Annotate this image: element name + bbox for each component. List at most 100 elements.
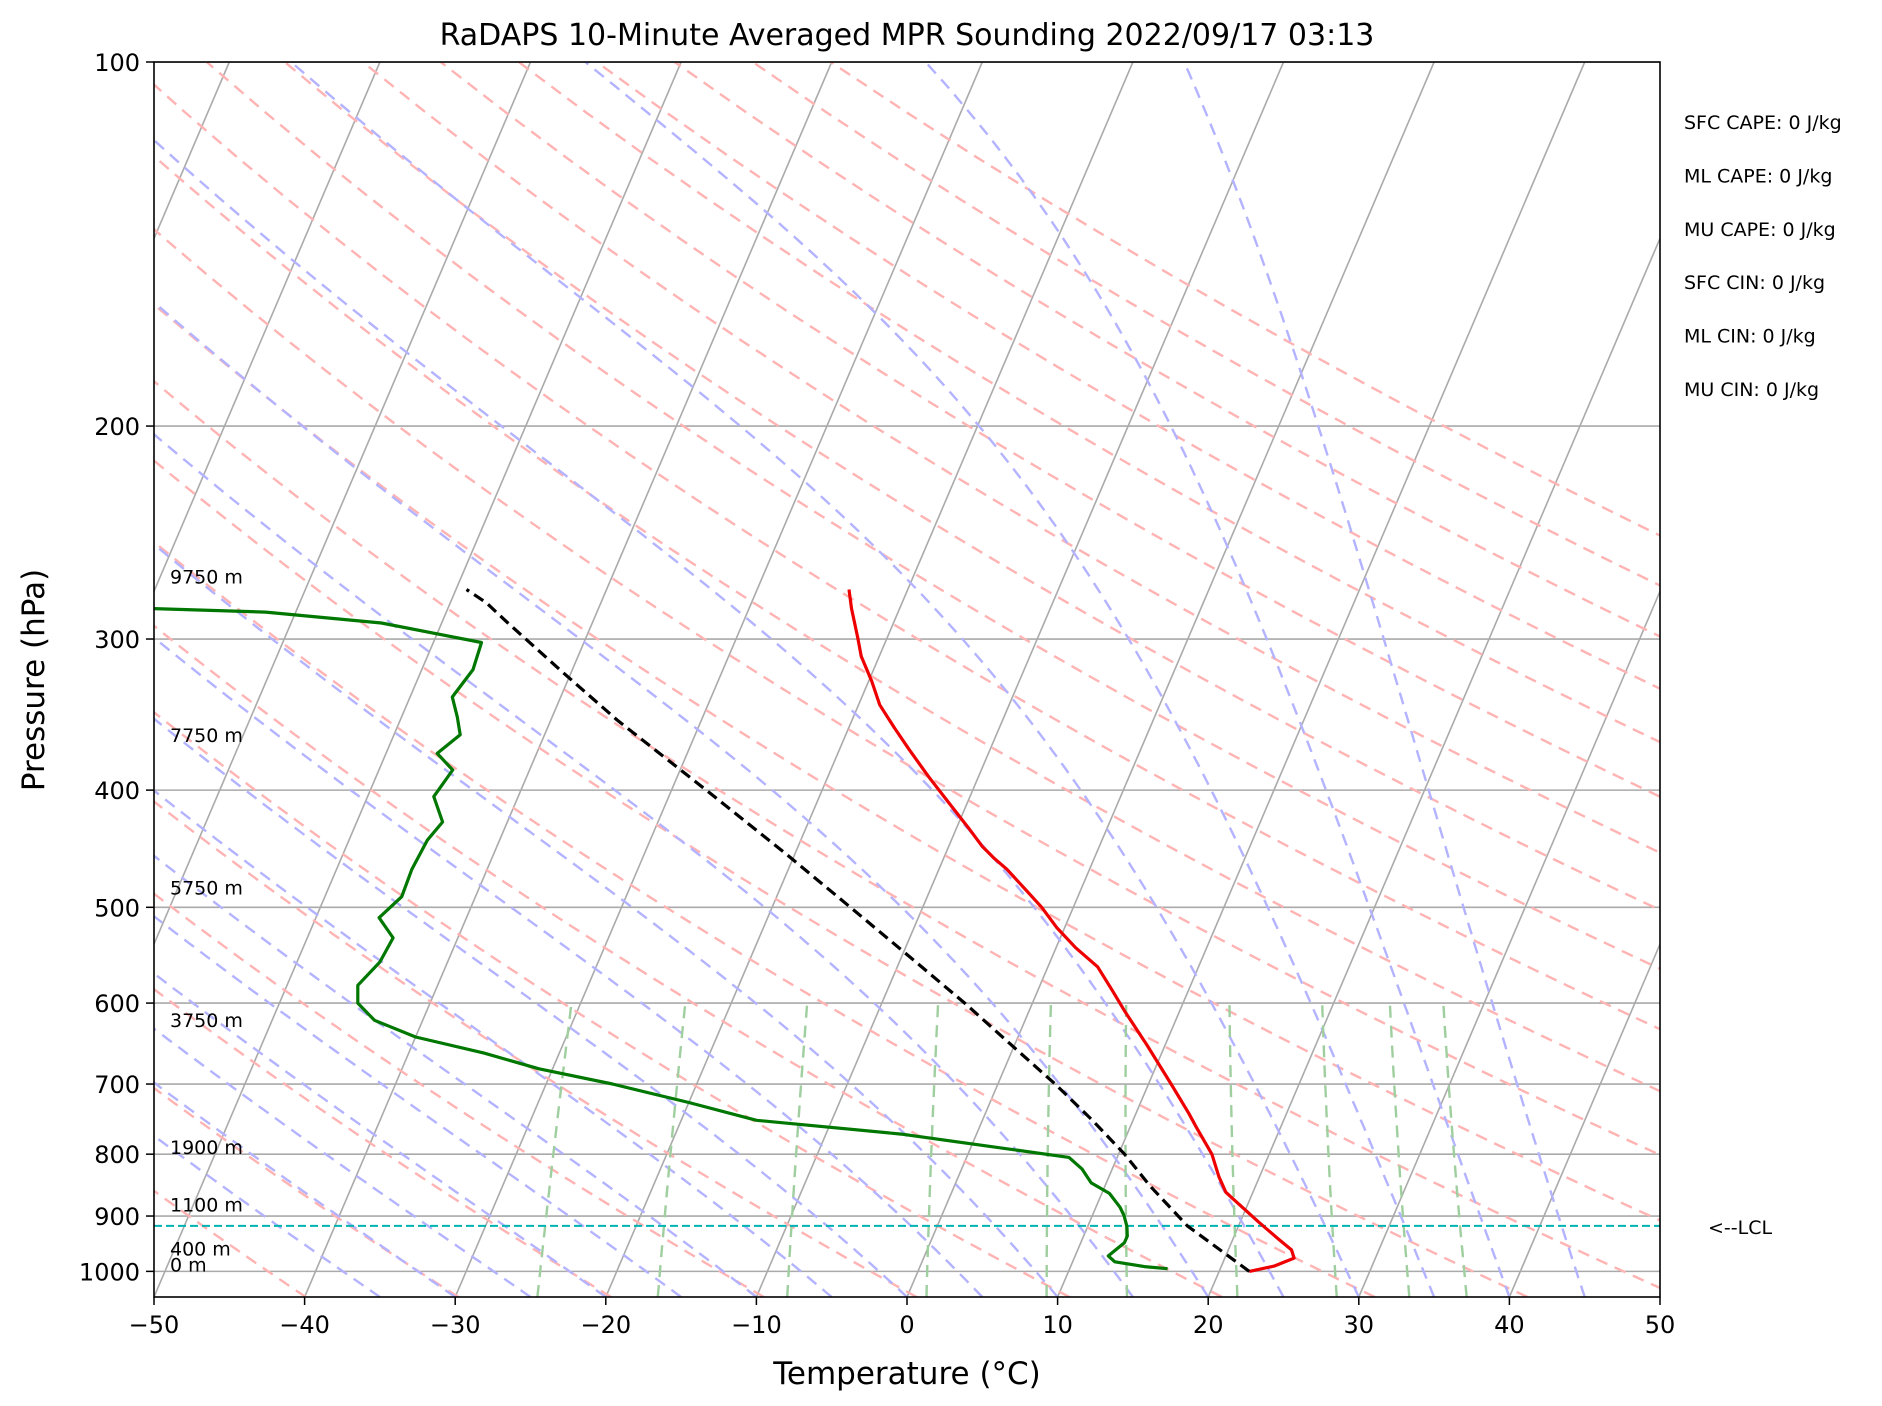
moist-adiabat-line <box>154 138 1285 1297</box>
dry-adiabat-line <box>154 624 1223 1297</box>
isotherm-line <box>303 62 833 1297</box>
x-tick-label: −40 <box>279 1311 330 1339</box>
dry-adiabat-line <box>205 62 1660 971</box>
y-axis-label: Pressure (hPa) <box>16 569 52 791</box>
moist-adiabat-line <box>154 717 908 1297</box>
isotherm-line <box>154 62 381 594</box>
stability-indices: SFC CAPE: 0 J/kg ML CAPE: 0 J/kg MU CAPE: … <box>1684 112 1842 401</box>
isotherm-line <box>1811 62 1882 1297</box>
axis-ticks: −50 −40 −30 −20 −10 0 10 20 30 40 50 100 200 300 400 50… <box>79 49 1675 1339</box>
x-tick-label: 10 <box>1042 1311 1073 1339</box>
y-tick-label: 800 <box>94 1141 140 1169</box>
dry-adiabat-line <box>154 987 612 1297</box>
mixing-ratio-line <box>1124 1003 1129 1297</box>
mixing-ratio-line <box>1045 1003 1053 1297</box>
stability-index-text: ML CAPE: 0 J/kg <box>1684 165 1832 187</box>
lcl-label: <--LCL <box>1708 1217 1772 1239</box>
x-tick-label: 20 <box>1193 1311 1224 1339</box>
y-tick-label: 500 <box>94 894 140 922</box>
isotherm-line <box>1659 1294 1660 1297</box>
dry-adiabat-line <box>595 62 1660 691</box>
height-label: 1100 m <box>170 1194 243 1216</box>
y-tick-label: 900 <box>94 1203 140 1231</box>
dry-adiabat-line <box>154 227 1660 1157</box>
stability-index-text: ML CIN: 0 J/kg <box>1684 326 1816 348</box>
stability-index-text: SFC CIN: 0 J/kg <box>1684 272 1825 294</box>
chart-title: RaDAPS 10-Minute Averaged MPR Sounding 2… <box>440 18 1375 53</box>
dry-adiabat-line <box>154 82 1660 1031</box>
dry-adiabat-line <box>283 62 1660 912</box>
dry-adiabat-line <box>154 892 765 1297</box>
x-tick-label: −10 <box>731 1311 782 1339</box>
moist-adiabat-line <box>154 972 607 1297</box>
dry-adiabat-line <box>361 62 1660 854</box>
mixing-ratio-line <box>1321 1003 1338 1297</box>
moist-adiabat-line <box>1183 62 1586 1297</box>
height-label: 9750 m <box>170 567 243 589</box>
mixing-ratio-line <box>1442 1003 1468 1297</box>
dry-adiabat-line <box>154 710 1070 1297</box>
dry-adiabat-line <box>154 1086 460 1297</box>
stability-index-text: MU CAPE: 0 J/kg <box>1684 219 1836 241</box>
moist-adiabat-line <box>154 300 1210 1297</box>
moist-adiabat-line <box>154 914 682 1297</box>
moist-adiabat-line <box>154 1134 381 1297</box>
moist-adiabat-line <box>154 854 758 1297</box>
plot-frame <box>153 61 1661 1298</box>
y-tick-label: 300 <box>94 626 140 654</box>
height-label: 7750 m <box>170 725 243 747</box>
x-tick-label: 0 <box>899 1311 914 1339</box>
x-tick-label: 30 <box>1344 1311 1375 1339</box>
isotherm-line <box>154 62 682 1297</box>
moist-adiabat-line <box>154 636 984 1297</box>
x-tick-label: −50 <box>129 1311 180 1339</box>
moist-adiabat-line <box>154 789 833 1297</box>
x-axis-label: Temperature (°C) <box>772 1356 1041 1392</box>
y-tick-label: 400 <box>94 777 140 805</box>
parcel-profile-line <box>465 588 1251 1273</box>
dry-adiabat-line <box>154 540 1376 1297</box>
y-tick-label: 600 <box>94 990 140 1018</box>
y-tick-label: 700 <box>94 1071 140 1099</box>
isotherm-line <box>755 62 1285 1297</box>
moist-adiabat-line <box>154 432 1134 1297</box>
isotherm-line <box>1056 62 1586 1297</box>
y-tick-label: 200 <box>94 413 140 441</box>
isotherm-line <box>454 62 984 1297</box>
isotherm-line <box>1358 589 1660 1297</box>
background-lines <box>154 62 1882 1297</box>
mixing-ratio-line <box>1388 1003 1411 1297</box>
dry-adiabat-line <box>154 154 1660 1093</box>
dry-adiabat-line <box>154 302 1660 1222</box>
dry-adiabat-line <box>154 1189 307 1297</box>
mixing-ratio-line <box>786 1003 809 1297</box>
moist-adiabat-line <box>154 542 1059 1297</box>
temperature-profile-line <box>847 589 1296 1273</box>
isotherm-line <box>154 62 532 947</box>
height-label: 1900 m <box>170 1137 243 1159</box>
mixing-ratio-line <box>536 1002 573 1297</box>
y-tick-label: 1000 <box>79 1258 140 1286</box>
dewpoint-profile-line <box>154 607 1168 1271</box>
dry-adiabat-line <box>517 62 1660 744</box>
dry-adiabat-line <box>752 62 1660 587</box>
stability-index-text: SFC CAPE: 0 J/kg <box>1684 112 1842 134</box>
height-label: 0 m <box>170 1254 207 1276</box>
isotherm-line <box>906 62 1435 1297</box>
isotherm-line <box>1207 236 1660 1297</box>
moist-adiabat-line <box>924 62 1511 1297</box>
x-tick-label: 50 <box>1645 1311 1676 1339</box>
height-label: 3750 m <box>170 1010 243 1032</box>
dry-adiabat-line <box>674 62 1660 638</box>
height-label: 5750 m <box>170 878 243 900</box>
mixing-ratio-line <box>656 1002 687 1297</box>
height-label: 400 m <box>170 1238 231 1260</box>
mixing-ratio-line <box>925 1003 940 1297</box>
moist-adiabat-line <box>154 1081 456 1297</box>
dry-adiabat-line <box>154 800 918 1297</box>
profile-lines <box>154 588 1660 1273</box>
x-tick-label: 40 <box>1494 1311 1525 1339</box>
dry-adiabat-line <box>154 458 1529 1297</box>
moist-adiabat-line <box>154 1027 532 1297</box>
